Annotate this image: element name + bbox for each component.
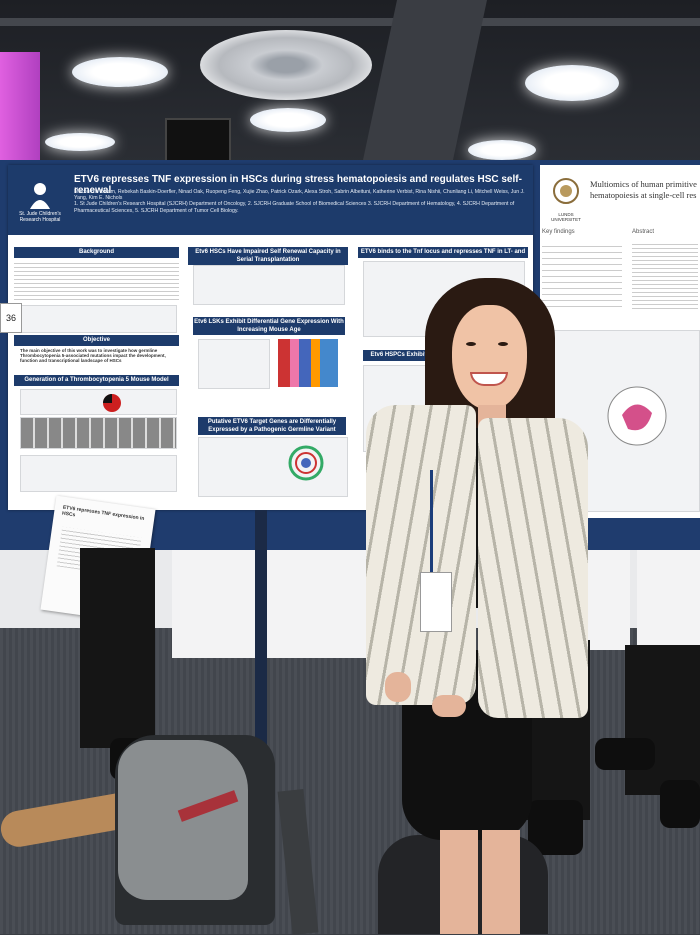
transplant-plots (193, 265, 345, 305)
abstract-text (632, 241, 698, 311)
shoe (595, 738, 655, 770)
key-findings-heading: Key findings (542, 229, 575, 235)
st-jude-logo-icon (30, 183, 50, 209)
bystander-legs (625, 645, 700, 795)
handout-title: ETV6 represses TNF expression in HSCs (61, 504, 145, 523)
university-seal-icon (553, 178, 579, 204)
air-diffuser (200, 30, 372, 100)
generation-figure (20, 389, 177, 415)
hand (432, 695, 466, 717)
bystander-legs (80, 548, 155, 748)
target-gene-plots (198, 437, 348, 497)
histology-images (20, 417, 177, 449)
shoe (660, 780, 700, 828)
circular-plot (288, 445, 324, 481)
author-list: Mackenzie Bloom, Rebekah Baskin-Doerfler… (74, 189, 525, 202)
booth-panel (637, 548, 700, 650)
section-etv6-binds: ETV6 binds to the Tnf locus and represse… (358, 247, 528, 266)
striped-blazer-left (366, 405, 476, 705)
neighbor-poster-title: Multiomics of human primitive hematopoie… (590, 179, 697, 200)
key-findings-text (542, 241, 622, 311)
background-figure (20, 305, 177, 333)
section-background: Background (14, 247, 179, 258)
section-putative-targets: Putative ETV6 Target Genes are Different… (198, 417, 346, 435)
section-hsc-renewal: Etv6 HSCs Have Impaired Self Renewal Cap… (188, 247, 348, 265)
background-text (14, 260, 179, 300)
st-jude-logo: St. Jude Children's Research Hospital (12, 175, 68, 225)
monitor (165, 118, 231, 166)
eye (498, 342, 508, 346)
logo-text: St. Jude Children's Research Hospital (19, 211, 61, 223)
ceiling-light (468, 140, 536, 160)
lanyard (430, 470, 433, 575)
poster-authors: Mackenzie Bloom, Rebekah Baskin-Doerfler… (74, 189, 529, 214)
pca-plots (198, 339, 270, 389)
blood-count-plots (20, 455, 177, 492)
ceiling-light (250, 108, 326, 132)
booth-panel (172, 548, 370, 658)
section-generation: Generation of a Thrombocytopenia 5 Mouse… (14, 375, 179, 386)
face (452, 305, 527, 410)
heatmap (278, 339, 338, 387)
hand (385, 672, 411, 702)
objective-text: The main objective of this work was to i… (20, 348, 166, 363)
magenta-banner (0, 52, 40, 160)
institution-name: LUNDS UNIVERSITET (551, 212, 581, 222)
cell-cluster-diagram (607, 386, 667, 446)
ceiling-light (525, 65, 619, 101)
section-objective: Objective (14, 335, 179, 346)
abstract-heading: Abstract (632, 229, 655, 235)
lund-university-logo: LUNDS UNIVERSITET (548, 177, 584, 222)
eye (466, 342, 476, 346)
name-badge (420, 572, 452, 632)
ceiling-light (45, 133, 115, 151)
leg (440, 830, 478, 934)
shoe (528, 800, 583, 855)
poster-header: St. Jude Children's Research Hospital ET… (8, 165, 533, 235)
section-lsk: Etv6 LSKs Exhibit Differential Gene Expr… (193, 317, 345, 335)
poster-title: ETV6 represses TNF expression in HSCs du… (74, 174, 522, 196)
board-number-tag: 36 (0, 303, 22, 333)
leg (482, 830, 520, 934)
affiliations: 1. St Jude Children's Research Hospital … (74, 201, 515, 214)
pie-chart (103, 394, 121, 412)
striped-blazer-right (478, 418, 588, 718)
ceiling-light (72, 57, 168, 87)
ceiling-beam (0, 18, 700, 26)
